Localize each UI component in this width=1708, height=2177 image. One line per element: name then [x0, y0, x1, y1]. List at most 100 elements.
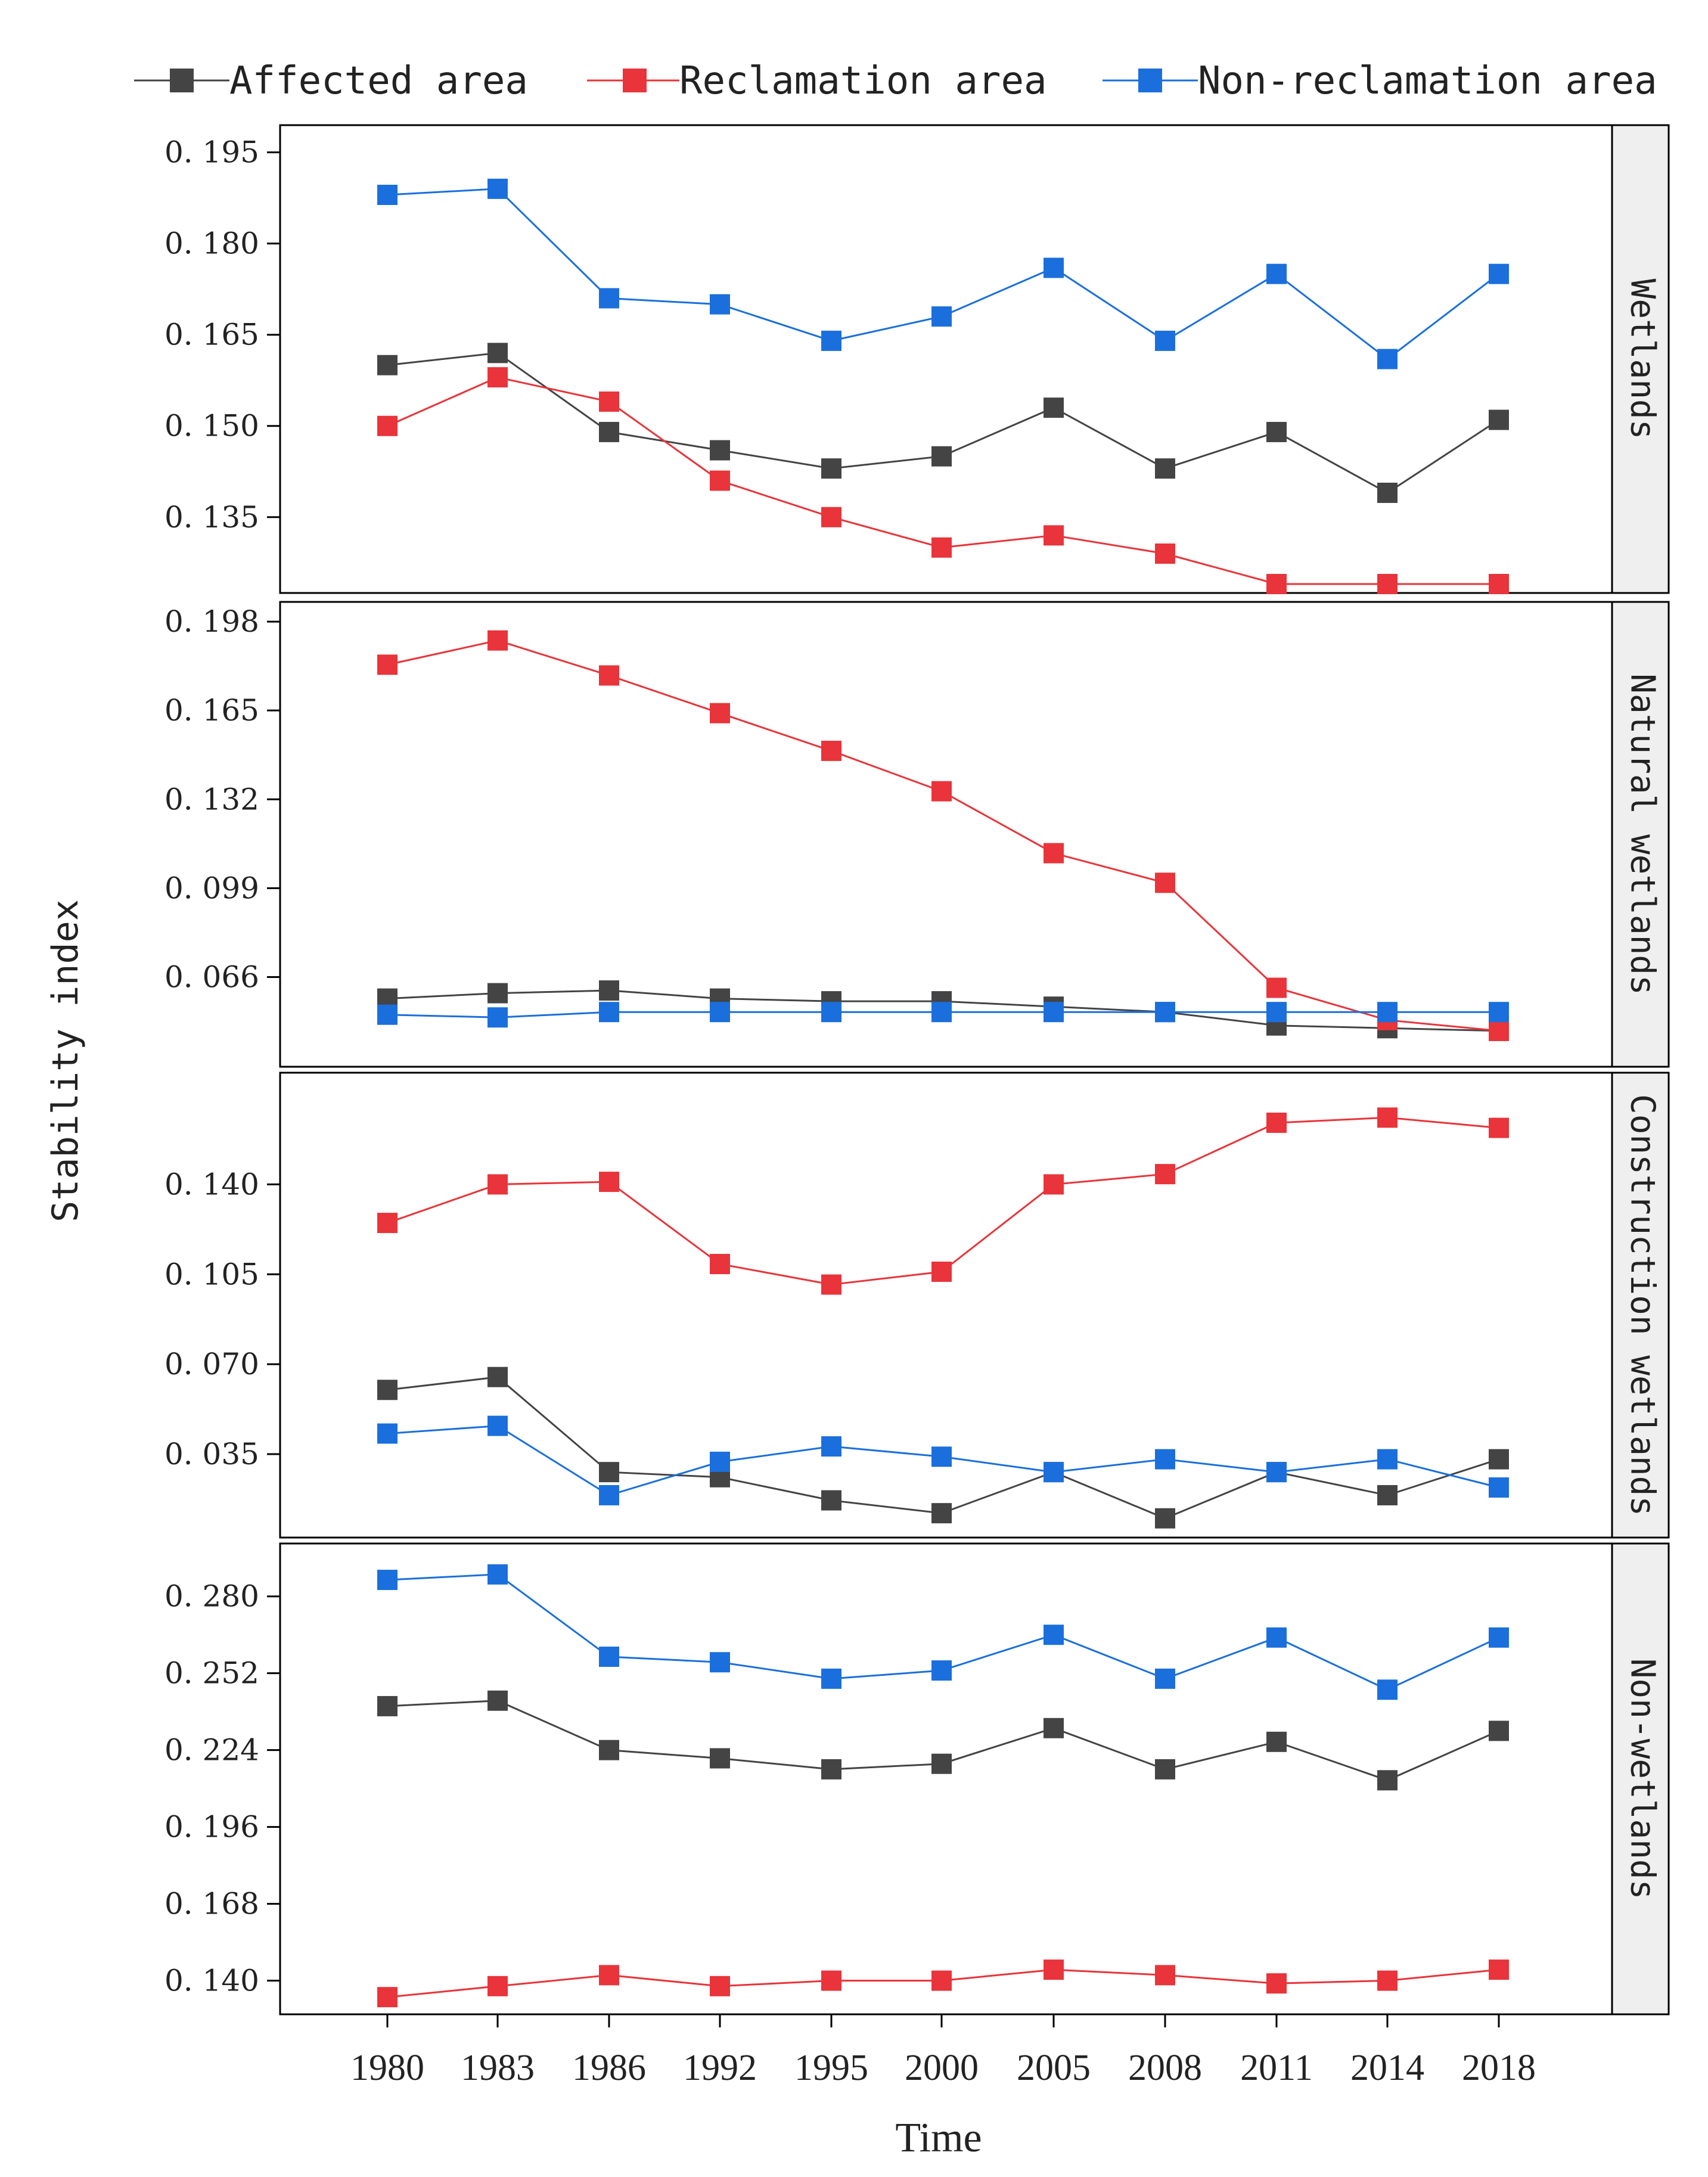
y-tick-label: 0. 180	[164, 226, 259, 261]
data-point-reclamation	[1044, 843, 1064, 864]
data-point-non-reclamation	[1489, 1627, 1509, 1648]
data-point-affected	[1266, 1731, 1287, 1752]
data-point-affected	[377, 1695, 398, 1716]
data-point-reclamation	[710, 703, 730, 723]
y-tick-label: 0. 196	[164, 1810, 259, 1844]
data-point-reclamation	[1266, 1973, 1287, 1994]
data-point-non-reclamation	[1377, 349, 1398, 369]
x-tick-label: 1980	[350, 2048, 424, 2088]
data-point-affected	[931, 1503, 952, 1524]
data-point-affected	[1377, 1770, 1398, 1791]
panel-strip-label: Construction wetlands	[1623, 1094, 1662, 1516]
data-point-non-reclamation	[821, 1668, 841, 1689]
panel-strip-label: Wetlands	[1623, 279, 1662, 440]
data-point-reclamation	[377, 654, 398, 675]
data-point-reclamation	[1044, 525, 1064, 546]
panel-strip	[1611, 601, 1670, 1068]
y-tick-label: 0. 140	[164, 1964, 259, 1998]
data-point-non-reclamation	[931, 1002, 952, 1023]
data-point-reclamation	[487, 1976, 508, 1996]
data-point-affected	[821, 458, 841, 479]
data-point-non-reclamation	[1155, 1449, 1175, 1470]
data-point-reclamation	[1155, 872, 1175, 893]
data-point-reclamation	[1377, 1970, 1398, 1991]
data-point-affected	[1489, 409, 1509, 430]
data-point-reclamation	[1266, 574, 1287, 594]
data-point-non-reclamation	[931, 306, 952, 327]
data-point-non-reclamation	[1044, 257, 1064, 278]
data-point-reclamation	[710, 470, 730, 491]
data-point-affected	[1155, 458, 1175, 479]
data-point-affected	[377, 1380, 398, 1400]
y-tick-label: 0. 224	[164, 1733, 259, 1768]
data-point-non-reclamation	[821, 330, 841, 351]
data-point-reclamation	[377, 1213, 398, 1234]
data-point-non-reclamation	[599, 1485, 619, 1505]
legend-label-affected: Affected area	[229, 59, 528, 103]
y-tick-label: 0. 070	[164, 1347, 259, 1381]
data-point-non-reclamation	[1044, 1462, 1064, 1483]
data-point-affected	[710, 440, 730, 461]
data-point-reclamation	[710, 1976, 730, 1996]
x-tick-label: 2011	[1240, 2048, 1313, 2088]
legend-item-affected: Affected area	[134, 59, 528, 103]
data-point-non-reclamation	[1266, 263, 1287, 284]
data-point-reclamation	[821, 1970, 841, 1991]
panel-frame	[279, 1072, 1613, 1539]
legend: Affected area Reclamation area Non-recla…	[134, 59, 1657, 103]
data-point-non-reclamation	[377, 1570, 398, 1591]
y-tick-label: 0. 165	[164, 693, 259, 728]
data-point-non-reclamation	[487, 1007, 508, 1028]
data-point-reclamation	[599, 1172, 619, 1192]
data-point-non-reclamation	[599, 288, 619, 309]
data-point-non-reclamation	[1155, 1668, 1175, 1689]
data-point-affected	[599, 980, 619, 1001]
y-tick-label: 0. 280	[164, 1579, 259, 1614]
data-point-affected	[1489, 1721, 1509, 1741]
data-point-non-reclamation	[710, 294, 730, 315]
data-point-affected	[599, 1462, 619, 1483]
data-point-reclamation	[599, 391, 619, 412]
data-point-affected	[487, 983, 508, 1004]
data-point-non-reclamation	[821, 1436, 841, 1457]
data-point-affected	[1377, 1485, 1398, 1505]
data-point-affected	[487, 1367, 508, 1387]
data-point-reclamation	[1155, 543, 1175, 564]
y-axis-title: Stability index	[45, 899, 86, 1222]
panel-strip	[1611, 124, 1670, 594]
panel-strip	[1611, 1542, 1670, 2015]
data-point-non-reclamation	[1266, 1462, 1287, 1483]
data-point-reclamation	[1266, 977, 1287, 998]
data-point-reclamation	[1489, 1020, 1509, 1041]
panel-strip-label: Natural wetlands	[1623, 673, 1662, 995]
data-point-non-reclamation	[1155, 1002, 1175, 1023]
data-point-non-reclamation	[1377, 1449, 1398, 1470]
data-point-non-reclamation	[487, 1564, 508, 1585]
series-line-reclamation	[387, 639, 1499, 1032]
data-point-reclamation	[599, 665, 619, 686]
y-tick-label: 0. 168	[164, 1887, 259, 1921]
y-tick-label: 0. 150	[164, 409, 259, 443]
data-point-affected	[1377, 482, 1398, 503]
data-point-reclamation	[487, 630, 508, 651]
data-point-reclamation	[599, 1965, 619, 1986]
data-point-affected	[1489, 1449, 1509, 1470]
data-point-affected	[487, 343, 508, 364]
data-point-reclamation	[1044, 1174, 1064, 1195]
data-point-non-reclamation	[710, 1451, 730, 1472]
panel-2: Natural wetlands 0. 198 0. 165 0. 132 0. 099…	[164, 601, 1670, 1068]
legend-item-non-reclamation: Non-reclamation area	[1103, 59, 1657, 103]
legend-marker-non-reclamation	[1138, 69, 1162, 92]
legend-label-reclamation: Reclamation area	[679, 59, 1047, 103]
panel-4: Non-wetlands 0. 280 0. 252 0. 224 0. 196 0. 1…	[164, 1542, 1670, 2015]
legend-item-reclamation: Reclamation area	[587, 59, 1047, 103]
x-tick-label: 2014	[1350, 2048, 1424, 2088]
data-point-affected	[599, 421, 619, 442]
x-axis-title: Time	[895, 2115, 982, 2161]
data-point-affected	[1155, 1508, 1175, 1529]
panels: Wetlands 0. 195 0. 180 0. 165 0. 150 0. 135 Na…	[164, 124, 1670, 2015]
data-point-reclamation	[821, 1274, 841, 1295]
y-tick-label: 0. 140	[164, 1167, 259, 1201]
data-point-affected	[821, 1759, 841, 1780]
